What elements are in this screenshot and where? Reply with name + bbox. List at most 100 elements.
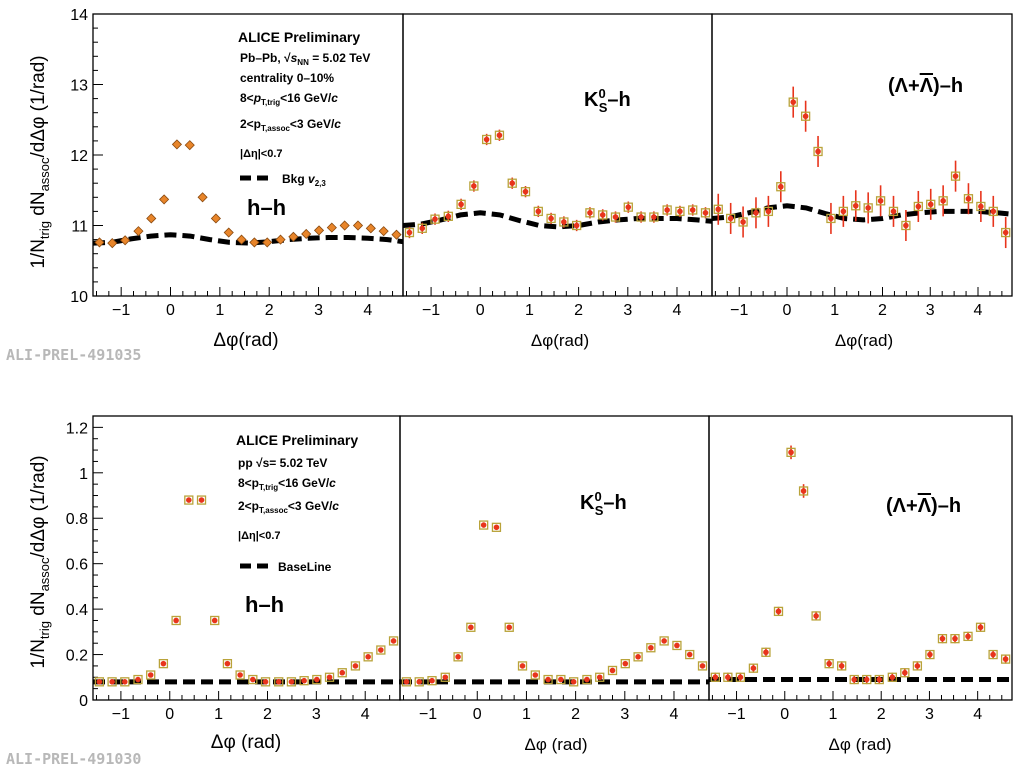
legend-eta: |Δη|<0.7 [238,530,281,542]
data-point-box [530,670,540,680]
data-point-box [623,202,633,212]
data-point [535,208,542,215]
panel-label-k0s-top: K0 S–h [584,86,631,115]
panel-3: −1 0 1 2 3 4 [711,13,1013,319]
data-point-box [482,134,492,145]
y-tick-label: 0.8 [66,511,88,528]
data-point-box [388,636,399,646]
data-point-box [751,208,761,218]
data-point-box [788,97,798,107]
x-tick-label: 1 [525,302,534,319]
x-tick-label: −1 [112,302,130,319]
data-point [813,613,819,619]
data-point [648,644,654,651]
data-point [135,676,141,683]
data-point [468,624,474,631]
data-point [686,651,693,658]
legend-title: ALICE Preliminary [238,29,360,45]
data-point [609,667,616,674]
data-point-box [469,181,479,191]
data-point [674,642,680,649]
x-tick-label: 1 [522,706,531,723]
data-point-box [479,520,489,530]
panel-frame [399,415,710,701]
data-point [788,449,794,456]
data-point-box [862,674,872,685]
data-point-box [697,661,708,671]
data-point-box [963,631,973,642]
x-title-top-2: Δφ(rad) [531,331,589,350]
data-point [561,219,567,225]
panel-label-hh-bottom: h–h [245,592,284,617]
data-point-box [1001,227,1011,238]
x-tick-label: 4 [361,706,370,723]
x-tick-label: 2 [878,302,887,319]
data-point [815,148,821,155]
y-tick-label: 1.2 [66,420,88,437]
x-tick-label: 1 [830,302,839,319]
data-point-box [938,196,948,206]
data-point [96,679,103,685]
data-point [288,231,299,242]
data-point-box [533,206,543,217]
data-point [275,679,282,685]
x-tick-label: 3 [926,302,935,319]
data-point-box [556,674,566,685]
y-tick-label: 13 [70,78,88,95]
data-point [455,654,461,660]
y-tick-label: 14 [70,7,88,24]
data-point-box [811,611,821,621]
x-tick-label: 4 [974,302,983,319]
data-point-box [196,495,207,505]
data-point [496,132,503,139]
data-point-box [620,658,630,669]
data-point-box [950,171,961,181]
data-point-box [146,670,156,680]
data-point-box [763,206,774,217]
data-point [800,488,807,494]
data-point-box [849,674,859,685]
y-tick-label: 10 [70,289,88,306]
data-point [689,207,696,213]
data-point [927,651,933,658]
data-point [365,223,376,234]
data-point [480,522,487,528]
data-point-box [414,677,424,687]
data-point-box [572,220,582,231]
baseline-curve [711,203,1013,223]
y-tick-label: 0 [79,693,88,710]
data-point [712,674,719,681]
data-point-box [710,672,720,682]
data-point-box [826,213,836,224]
data-point-box [950,634,960,644]
data-point-box [700,208,711,218]
baseline-curve [92,232,404,246]
data-point [778,183,784,190]
data-point [828,215,834,222]
data-point [249,237,260,248]
data-point [699,663,706,669]
data-point-box [120,677,130,687]
x-tick-label: 1 [214,706,223,723]
data-point [990,651,996,658]
data-point-box [726,213,736,224]
data-point [339,669,346,676]
y-tick-label: 0.2 [66,648,88,665]
data-point [965,195,972,202]
data-point-box [1000,654,1011,664]
data-point-box [662,205,672,215]
data-point [877,198,884,204]
data-point-box [937,634,948,644]
data-point-box [901,220,911,231]
data-point [914,663,921,669]
x-tick-label: 4 [363,302,372,319]
y-tick-label: 12 [70,148,88,165]
x-tick-label: 4 [973,706,982,723]
data-point-box [685,649,695,660]
data-point [250,676,256,683]
data-point [587,210,593,216]
data-point [432,216,438,222]
data-point-box [440,672,450,682]
data-point [314,676,320,683]
